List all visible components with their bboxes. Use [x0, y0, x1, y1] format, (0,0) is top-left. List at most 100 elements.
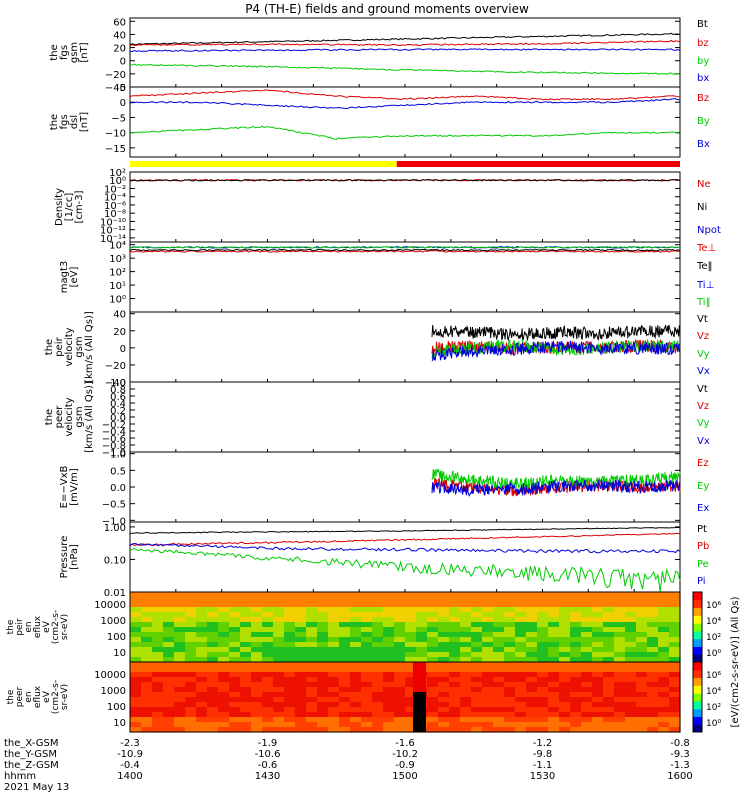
spectrogram-cell: [361, 652, 373, 658]
y-tick-label: 60: [113, 17, 126, 28]
spectrogram-cell: [460, 617, 472, 623]
spectrogram-cell: [603, 637, 615, 643]
spectrogram-cell: [460, 707, 472, 713]
spectrogram-cell: [504, 627, 516, 633]
spectrogram-cell: [306, 677, 318, 683]
spectrogram-cell: [460, 662, 472, 668]
spectrogram-cell: [504, 687, 516, 693]
spectrogram-cell: [350, 717, 362, 723]
spectrogram-cell: [130, 617, 142, 623]
spectrogram-cell: [130, 682, 142, 688]
legend-Te⊥: Te⊥: [696, 243, 716, 254]
spectrogram-cell: [592, 672, 604, 678]
y-axis-label: E=−VxB[mV/m]: [59, 466, 80, 509]
spectrogram-cell: [592, 597, 604, 603]
spectrogram-cell: [493, 677, 505, 683]
spectrogram-cell: [174, 597, 186, 603]
spectrogram-cell: [240, 727, 252, 733]
spectrogram-cell: [295, 632, 307, 638]
spectrogram-cell: [504, 602, 516, 608]
colorbar-swatch: [693, 685, 702, 694]
legend-bz: bz: [697, 38, 709, 49]
spectrogram-cell: [537, 657, 549, 663]
spectrogram-cell: [174, 717, 186, 723]
spectrogram-cell: [317, 697, 329, 703]
y-axis-label: thepeerenefluxeV(cm2-s-sr-eV): [6, 680, 70, 714]
spectrogram-cell: [548, 597, 560, 603]
spectrogram-cell: [405, 612, 417, 618]
spectrogram-cell: [460, 672, 472, 678]
spectrogram-cell: [548, 717, 560, 723]
spectrogram-cell: [658, 637, 670, 643]
spectrogram-cell: [427, 597, 439, 603]
y-axis-label-line: gsm: [69, 42, 80, 63]
spectrogram-cell: [526, 657, 538, 663]
series-Bt: [129, 32, 681, 46]
spectrogram-cell: [185, 652, 197, 658]
spectrogram-cell: [526, 697, 538, 703]
spectrogram-cell: [273, 657, 285, 663]
spectrogram-cell: [603, 607, 615, 613]
spectrogram-cell: [504, 702, 516, 708]
spectrogram-cell: [383, 622, 395, 628]
spectrogram-cell: [669, 657, 681, 663]
spectrogram-cell: [240, 712, 252, 718]
spectrogram-cell: [504, 657, 516, 663]
spectrogram-cell: [218, 687, 230, 693]
spectrogram-cell: [207, 627, 219, 633]
spectrogram-cell: [537, 597, 549, 603]
spectrogram-cell: [625, 682, 637, 688]
spectrogram-cell: [163, 712, 175, 718]
spectrogram-cell: [504, 677, 516, 683]
spectrogram-cell: [614, 727, 626, 733]
spectrogram-cell: [295, 667, 307, 673]
panel-frame: [129, 381, 681, 453]
spectrogram-cell: [482, 622, 494, 628]
spectrogram-cell: [625, 702, 637, 708]
spectrogram-cell: [559, 627, 571, 633]
spectrogram-cell: [339, 722, 351, 728]
spectrogram-cell: [141, 627, 153, 633]
spectrogram-cell: [350, 647, 362, 653]
spectrogram-cell: [449, 727, 461, 733]
spectrogram-cell: [141, 702, 153, 708]
spectrogram-cell: [196, 652, 208, 658]
y-tick-label: −1.0: [102, 516, 126, 527]
spectrogram-cell: [493, 712, 505, 718]
spectrogram-cell: [229, 667, 241, 673]
spectrogram-cell: [658, 597, 670, 603]
spectrogram-cell: [669, 607, 681, 613]
spectrogram-cell: [493, 727, 505, 733]
spectrogram-cell: [339, 607, 351, 613]
y-axis-label-line: peer: [54, 405, 65, 429]
spectrogram-cell: [372, 622, 384, 628]
y-axis-label: thepeervelocitygsm[km/s (All Qs)]: [44, 381, 95, 453]
spectrogram-cell: [614, 632, 626, 638]
spectrogram-cell: [570, 632, 582, 638]
ephemeris-value: -10.2: [392, 749, 418, 760]
spectrogram-cell: [185, 667, 197, 673]
spectrogram-cell: [295, 642, 307, 648]
spectrogram-cell: [394, 657, 406, 663]
spectrogram-cell: [614, 657, 626, 663]
spectrogram-cell: [328, 727, 340, 733]
spectrogram-cell: [383, 637, 395, 643]
spectrogram-cell: [460, 607, 472, 613]
spectrogram-cell: [383, 672, 395, 678]
spectrogram-cell: [174, 592, 186, 598]
spectrogram-cell: [570, 592, 582, 598]
spectrogram-cell: [581, 707, 593, 713]
ephemeris-value: -1.9: [258, 738, 278, 749]
spectrogram-cell: [339, 687, 351, 693]
spectrogram-cell: [383, 687, 395, 693]
spectrogram-cell: [328, 647, 340, 653]
spectrogram-cell: [449, 647, 461, 653]
spectrogram-cell: [669, 727, 681, 733]
series-Vx: [431, 340, 681, 362]
spectrogram-cell: [647, 687, 659, 693]
spectrogram-cell: [526, 592, 538, 598]
spectrogram-cell: [339, 717, 351, 723]
spectrogram-cell: [295, 722, 307, 728]
spectrogram-cell: [328, 672, 340, 678]
